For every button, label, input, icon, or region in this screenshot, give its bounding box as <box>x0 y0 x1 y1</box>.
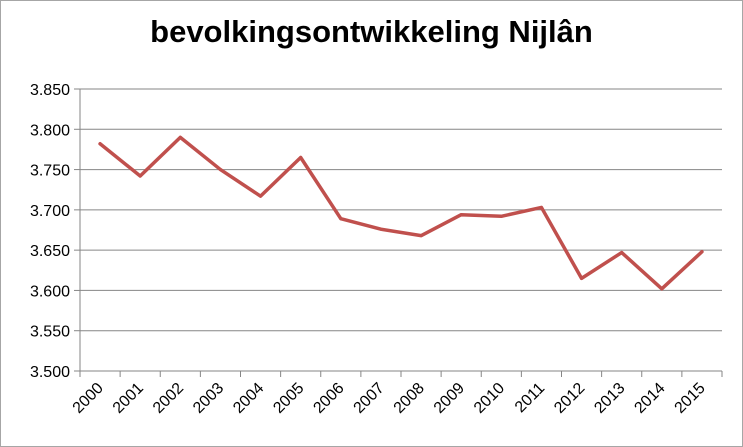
y-tick-label: 3.800 <box>30 122 70 139</box>
x-tick-label: 2006 <box>310 380 347 417</box>
x-tick-label: 2014 <box>631 380 668 417</box>
y-tick-label: 3.600 <box>30 283 70 300</box>
axes <box>74 88 723 377</box>
x-tick-label: 2007 <box>351 380 388 417</box>
x-tick-label: 2005 <box>270 380 307 417</box>
series-line <box>98 135 704 291</box>
data-point <box>660 287 664 291</box>
data-point <box>459 213 463 217</box>
data-point <box>299 155 303 159</box>
y-tick-label: 3.650 <box>30 243 70 260</box>
data-point <box>138 174 142 178</box>
chart-title: bevolkingsontwikkeling Nijlân <box>150 14 593 49</box>
data-point <box>419 234 423 238</box>
y-axis-tick-labels: 3.500 3.550 3.600 3.650 3.700 3.750 3.800 3.850 <box>30 82 70 381</box>
data-point <box>259 194 263 198</box>
y-tick-label: 3.750 <box>30 163 70 180</box>
y-tick-label: 3.700 <box>30 203 70 220</box>
data-point <box>700 250 704 254</box>
series-layer <box>98 135 704 291</box>
x-axis-tick-labels: 2000 2001 2002 2003 2004 2005 2006 2007 2008 2009… <box>70 380 709 417</box>
data-point <box>539 205 543 209</box>
y-tick-label: 3.500 <box>30 364 70 381</box>
data-point <box>218 168 222 172</box>
data-point <box>98 142 102 146</box>
data-point <box>620 251 624 255</box>
y-tick-label: 3.850 <box>30 82 70 99</box>
y-tick-label: 3.550 <box>30 324 70 341</box>
data-point <box>499 214 503 218</box>
x-tick-label: 2002 <box>150 380 187 417</box>
gridlines <box>80 88 722 332</box>
data-point <box>580 276 584 280</box>
x-tick-label: 2004 <box>230 380 267 417</box>
x-tick-label: 2013 <box>591 380 628 417</box>
x-tick-label: 2009 <box>431 380 468 417</box>
x-tick-label: 2008 <box>391 380 428 417</box>
x-tick-label: 2003 <box>190 380 227 417</box>
data-point <box>339 217 343 221</box>
x-tick-label: 2011 <box>512 380 548 416</box>
x-tick-label: 2015 <box>672 380 709 417</box>
x-tick-label: 2010 <box>471 380 508 417</box>
x-tick-label: 2012 <box>551 380 588 417</box>
x-tick-label: 2000 <box>70 380 107 417</box>
x-tick-label: 2001 <box>110 380 147 417</box>
data-point <box>178 135 182 139</box>
data-point <box>379 227 383 231</box>
